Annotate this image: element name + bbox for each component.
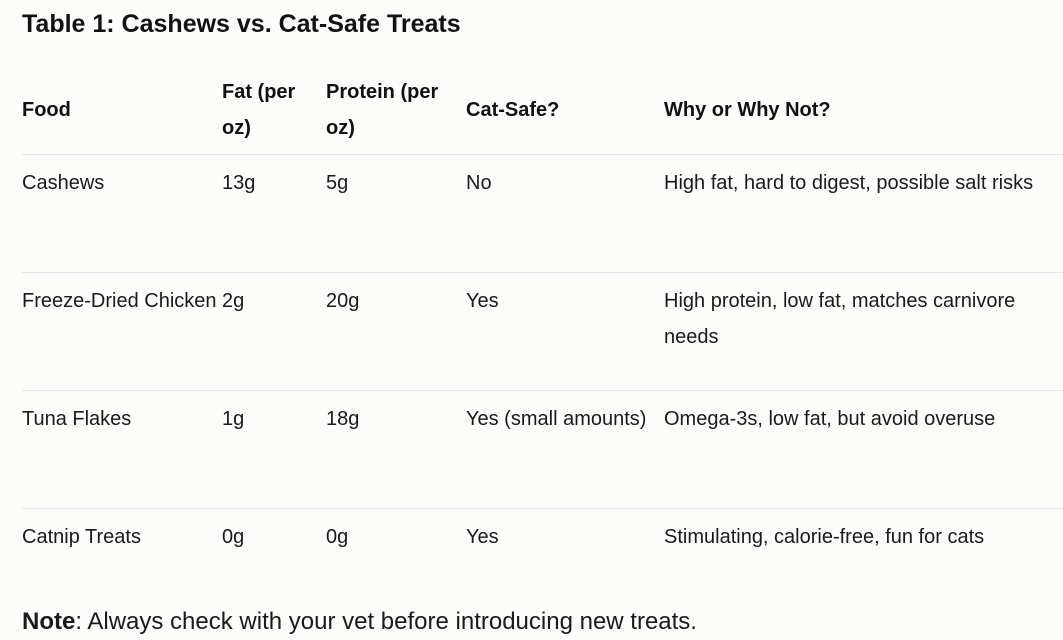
note-text: : Always check with your vet before intr… <box>75 608 697 635</box>
cell-food: Tuna Flakes <box>22 390 222 509</box>
note-label: Note <box>22 608 76 635</box>
table-row: Tuna Flakes 1g 18g Yes (small amounts) O… <box>22 390 1063 509</box>
header-cat-safe: Cat-Safe? <box>466 66 664 155</box>
cell-cat-safe: Yes (small amounts) <box>466 390 664 509</box>
header-fat: Fat (per oz) <box>222 66 326 155</box>
table-header-row: Food Fat (per oz) Protein (per oz) Cat-S… <box>22 66 1063 155</box>
cell-protein: 20g <box>326 272 466 391</box>
header-food: Food <box>22 66 222 155</box>
cell-fat: 13g <box>222 154 326 273</box>
cell-fat: 2g <box>222 272 326 391</box>
cell-fat: 0g <box>222 526 245 548</box>
header-protein: Protein (per oz) <box>326 66 466 155</box>
cell-food: Freeze-Dried Chicken <box>22 272 222 391</box>
table-row: Freeze-Dried Chicken 2g 20g Yes High pro… <box>22 272 1063 391</box>
table-row: Catnip Treats 0g 0g Yes Stimulating, cal… <box>22 509 1063 600</box>
cell-why: Omega-3s, low fat, but avoid overuse <box>664 390 1063 509</box>
table-title: Table 1: Cashews vs. Cat-Safe Treats <box>22 10 461 38</box>
footnote: Note: Always check with your vet before … <box>22 604 697 640</box>
treats-table: Food Fat (per oz) Protein (per oz) Cat-S… <box>22 66 1063 599</box>
cell-protein: 18g <box>326 390 466 509</box>
cell-cat-safe: Yes <box>466 272 664 391</box>
cell-why: High protein, low fat, matches carnivore… <box>664 272 1063 391</box>
cell-food: Catnip Treats <box>22 526 141 548</box>
cell-why: High fat, hard to digest, possible salt … <box>664 154 1063 273</box>
header-why: Why or Why Not? <box>664 66 1063 155</box>
cell-cat-safe: No <box>466 154 664 273</box>
cell-fat: 1g <box>222 390 326 509</box>
cell-cat-safe: Yes <box>466 526 499 548</box>
cell-protein: 5g <box>326 154 466 273</box>
table-row: Cashews 13g 5g No High fat, hard to dige… <box>22 154 1063 273</box>
cell-why: Stimulating, calorie-free, fun for cats <box>664 526 985 548</box>
cell-food: Cashews <box>22 154 222 273</box>
cell-protein: 0g <box>326 526 349 548</box>
